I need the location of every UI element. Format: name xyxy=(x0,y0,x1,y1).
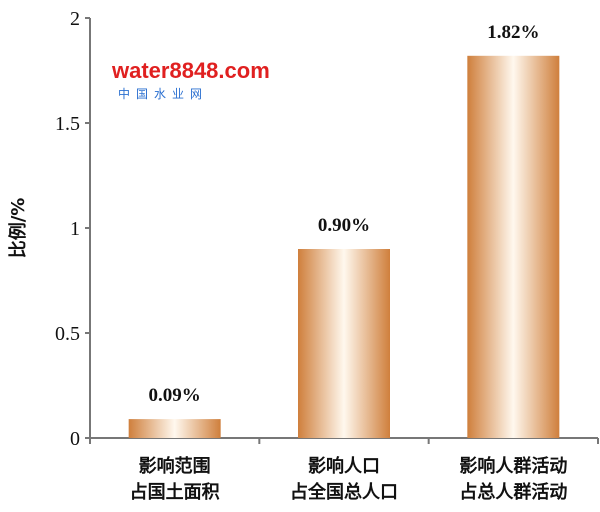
x-category-label: 占全国总人口 xyxy=(290,481,398,503)
bar xyxy=(467,55,560,439)
data-label: 1.82% xyxy=(487,22,539,43)
x-category-label: 影响人群活动 xyxy=(459,455,567,477)
watermark-text: water8848.com xyxy=(111,58,270,83)
x-category-label: 占总人群活动 xyxy=(459,481,567,503)
bar xyxy=(298,249,390,438)
y-tick-label: 1.5 xyxy=(55,113,80,135)
y-axis-label: 比例/% xyxy=(7,198,29,259)
data-label: 0.90% xyxy=(318,215,370,236)
y-tick-label: 0.5 xyxy=(55,323,80,345)
bar xyxy=(128,419,221,438)
y-tick-label: 1 xyxy=(70,218,80,240)
x-category-label: 占国土面积 xyxy=(130,481,220,503)
y-tick-label: 2 xyxy=(70,8,80,30)
x-category-label: 影响人口 xyxy=(308,455,380,477)
data-label: 0.09% xyxy=(149,385,201,406)
watermark-subtext: 中国水业网 xyxy=(118,86,208,101)
x-category-label: 影响范围 xyxy=(139,455,211,477)
watermark-logo: water8848.com 中国水业网 xyxy=(111,58,270,101)
y-tick-label: 0 xyxy=(70,428,80,450)
